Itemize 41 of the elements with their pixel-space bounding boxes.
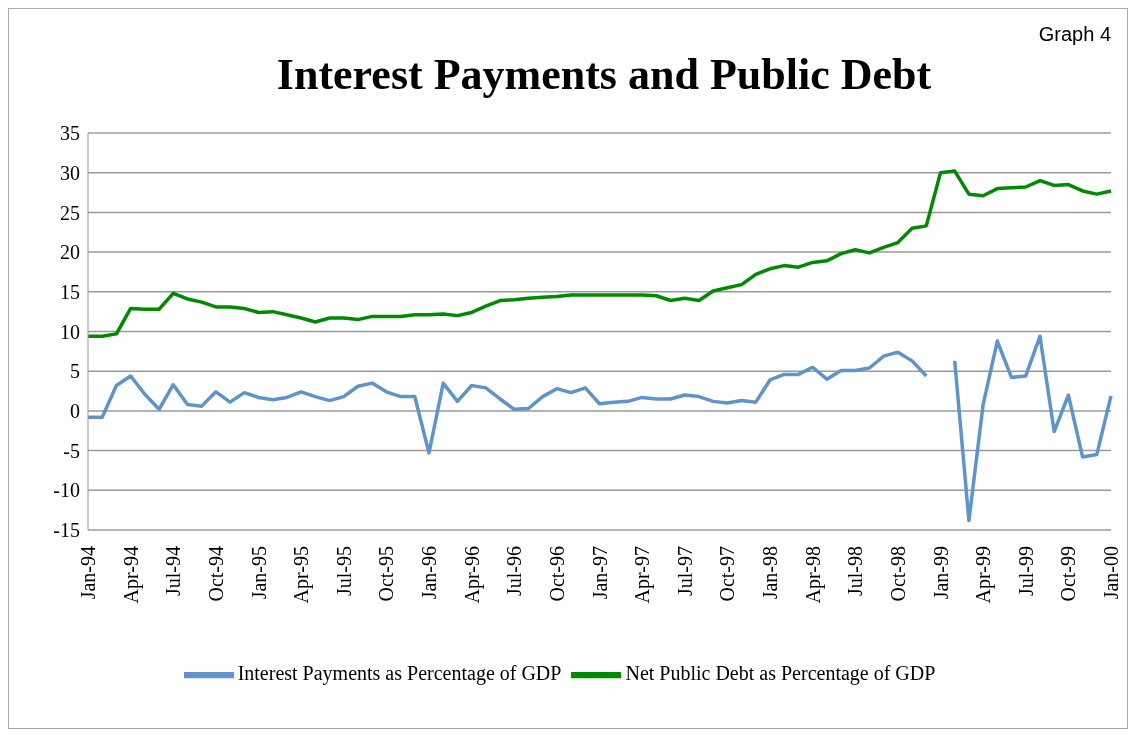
x-tick-label: Jan-00 xyxy=(1100,546,1122,600)
x-tick-label: Jul-97 xyxy=(673,546,696,596)
x-tick-label: Jul-96 xyxy=(503,546,526,596)
x-tick-label: Jul-95 xyxy=(332,546,355,596)
x-tick-label: Oct-95 xyxy=(375,546,398,602)
x-tick-label: Apr-94 xyxy=(119,546,143,604)
x-tick-label: Jul-99 xyxy=(1014,546,1037,596)
x-tick-label: Oct-99 xyxy=(1057,546,1080,602)
legend-label: Interest Payments as Percentage of GDP xyxy=(237,661,562,684)
y-tick-label: 0 xyxy=(70,400,80,422)
caption: Graph 4 xyxy=(1038,23,1111,46)
y-tick-label: -5 xyxy=(63,439,80,462)
x-tick-label: Jan-94 xyxy=(77,546,99,600)
x-tick-label: Apr-98 xyxy=(801,546,825,604)
legend-label: Net Public Debt as Percentage of GDP xyxy=(625,661,936,684)
x-tick-label: Jan-95 xyxy=(247,546,270,600)
x-tick-label: Oct-98 xyxy=(886,546,909,602)
x-tick-label: Jan-99 xyxy=(929,546,952,600)
chart-title: Interest Payments and Public Debt xyxy=(275,49,933,100)
y-tick-label: 15 xyxy=(60,280,80,303)
x-tick-label: Apr-95 xyxy=(290,546,314,604)
x-tick-label: Oct-97 xyxy=(716,546,739,602)
line-series xyxy=(86,169,1113,339)
y-tick-label: 35 xyxy=(60,122,80,145)
y-tick-label: 10 xyxy=(60,320,80,343)
x-tick-label: Apr-96 xyxy=(460,546,484,604)
x-tick-label: Oct-94 xyxy=(204,546,227,602)
y-tick-label: -15 xyxy=(53,519,80,542)
y-tick-label: 30 xyxy=(60,161,80,184)
y-tick-label: 5 xyxy=(70,360,80,383)
x-tick-label: Oct-96 xyxy=(545,546,568,602)
y-tick-label: -10 xyxy=(53,479,80,502)
x-tick-label: Apr-97 xyxy=(631,546,655,604)
x-tick-label: Jul-98 xyxy=(844,546,867,596)
y-tick-label: 25 xyxy=(60,201,80,224)
x-tick-label: Apr-99 xyxy=(972,546,996,604)
x-tick-label: Jan-96 xyxy=(418,546,440,600)
x-tick-label: Jan-98 xyxy=(759,546,781,600)
x-tick-label: Jan-97 xyxy=(588,546,611,600)
x-tick-label: Jul-94 xyxy=(162,546,185,596)
y-tick-label: 20 xyxy=(60,241,80,264)
